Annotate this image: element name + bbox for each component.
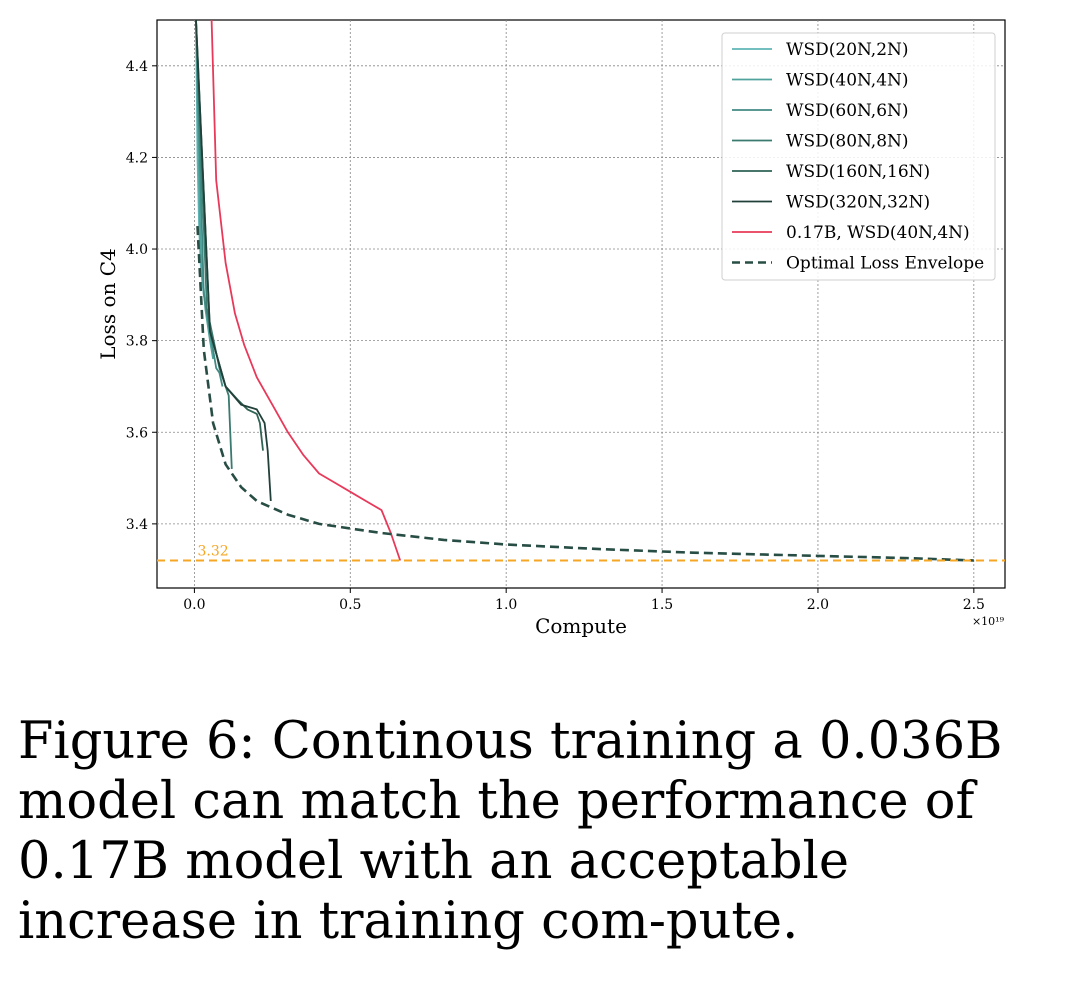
reference-line-label: 3.32 <box>198 544 229 560</box>
legend-label: WSD(160N,16N) <box>786 162 930 182</box>
legend-label: WSD(80N,8N) <box>786 132 909 152</box>
reference-line-layer: 3.32 <box>157 544 1005 562</box>
y-tick-label: 4.2 <box>126 150 148 166</box>
x-axis-label: Compute <box>535 614 627 638</box>
series-line-6 <box>210 19 402 561</box>
x-tick-label: 1.0 <box>495 597 517 613</box>
y-tick-label: 4.4 <box>126 59 148 75</box>
legend-label: WSD(40N,4N) <box>786 71 909 91</box>
x-scale-label: ×10¹⁹ <box>972 615 1005 628</box>
grid <box>157 20 1005 588</box>
x-tick-label: 0.0 <box>183 597 205 613</box>
figure-caption: Figure 6: Continous training a 0.036B mo… <box>18 712 1003 951</box>
x-tick-label: 2.5 <box>963 597 985 613</box>
series-line-7 <box>196 226 974 562</box>
series-layer <box>195 19 974 562</box>
legend-box <box>721 32 996 281</box>
y-tick-label: 3.6 <box>126 425 148 441</box>
y-tick-label: 3.4 <box>126 517 148 533</box>
x-tick-label: 0.5 <box>339 597 361 613</box>
legend-label: WSD(20N,2N) <box>786 40 909 60</box>
series-line-2 <box>195 19 224 387</box>
legend-label: WSD(320N,32N) <box>786 193 930 213</box>
x-tick-label: 2.0 <box>807 597 829 613</box>
legend-label: Optimal Loss Envelope <box>786 254 984 274</box>
y-axis-label: Loss on C4 <box>96 248 120 360</box>
y-tick-label: 4.0 <box>126 242 148 258</box>
legend-label: 0.17B, WSD(40N,4N) <box>786 223 970 243</box>
ticks: 0.0 0.5 1.0 1.5 2.0 2.5 3.4 3.6 3.8 4.0 4.2 4.4 <box>126 59 985 613</box>
legend: WSD(20N,2N) WSD(40N,4N) WSD(60N,6N) WSD(80N… <box>721 32 996 281</box>
series-line-5 <box>195 19 272 502</box>
x-tick-label: 1.5 <box>651 597 673 613</box>
y-tick-label: 3.8 <box>126 334 148 350</box>
legend-label: WSD(60N,6N) <box>786 101 909 121</box>
chart: 3.32 0.0 0.5 1.0 1.5 2.0 2.5 3.4 3.6 3.8 4.0 4.2 4.… <box>96 19 1006 638</box>
